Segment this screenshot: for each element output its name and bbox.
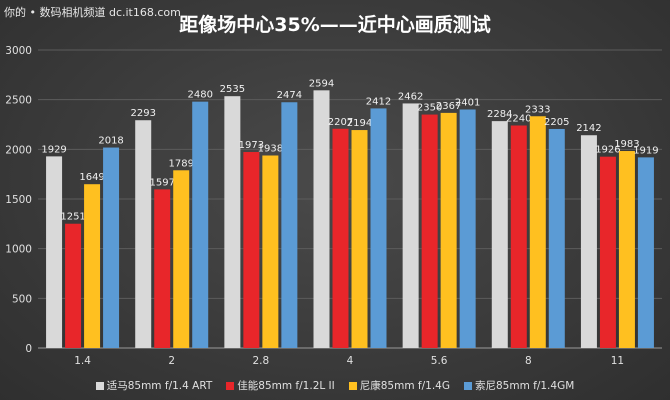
legend: 适马85mm f/1.4 ART 佳能85mm f/1.2L II 尼康85mm f… <box>0 378 670 393</box>
data-label: 1789 <box>168 158 193 169</box>
bar <box>370 108 387 349</box>
data-label: 2474 <box>277 90 302 101</box>
data-label: 2350 <box>417 103 442 114</box>
data-label: 2480 <box>187 90 212 101</box>
data-label: 2194 <box>347 118 372 129</box>
legend-item: 索尼85mm f/1.4GM <box>463 378 575 393</box>
bar <box>618 151 635 348</box>
bar <box>548 128 565 348</box>
data-label: 2142 <box>576 123 601 134</box>
legend-swatch <box>463 381 472 390</box>
data-label: 2401 <box>455 98 480 109</box>
data-label: 2293 <box>130 108 155 119</box>
y-tick-label: 1000 <box>5 244 32 256</box>
data-label: 2594 <box>309 78 334 89</box>
x-tick-label: 8 <box>525 355 532 367</box>
x-tick-label: 2.8 <box>253 355 270 367</box>
data-label: 1919 <box>633 145 658 156</box>
data-label: 2207 <box>328 117 353 128</box>
x-tick-label: 1.4 <box>74 355 91 367</box>
y-tick-label: 2000 <box>5 144 32 156</box>
y-tick-label: 2500 <box>5 95 32 107</box>
data-label: 2412 <box>366 96 391 107</box>
bar <box>510 125 527 348</box>
bar <box>459 109 476 348</box>
data-label: 1649 <box>79 172 104 183</box>
bar <box>65 223 82 348</box>
legend-label: 索尼85mm f/1.4GM <box>474 380 575 392</box>
legend-swatch <box>226 381 235 390</box>
bar <box>84 184 101 348</box>
x-tick-label: 2 <box>168 355 175 367</box>
bar <box>262 155 279 348</box>
data-label: 1983 <box>614 139 639 150</box>
data-label: 2018 <box>98 136 123 147</box>
y-tick-label: 1500 <box>5 194 32 206</box>
bar <box>243 152 260 348</box>
bar <box>332 128 349 348</box>
bar <box>402 103 419 348</box>
bar <box>421 114 438 348</box>
chart-title: 距像场中心35%——近中心画质测试 <box>179 14 491 36</box>
bar <box>103 147 120 348</box>
bar <box>173 170 190 348</box>
bar <box>637 157 654 348</box>
bar <box>491 121 508 348</box>
bar <box>46 156 63 348</box>
bar <box>580 135 597 348</box>
bar <box>599 156 616 348</box>
legend-item: 佳能85mm f/1.2L II <box>226 378 335 393</box>
data-label: 2284 <box>487 109 512 120</box>
x-tick-label: 11 <box>611 355 624 367</box>
bar <box>224 96 241 348</box>
data-label: 1973 <box>239 140 264 151</box>
x-tick-label: 4 <box>347 355 354 367</box>
y-tick-label: 0 <box>25 343 32 355</box>
legend-item: 适马85mm f/1.4 ART <box>95 378 213 393</box>
data-label: 1926 <box>595 145 620 156</box>
watermark: 你的 • 数码相机频道 dc.it168.com <box>4 6 181 19</box>
bar <box>351 130 368 348</box>
data-label: 2462 <box>398 91 423 102</box>
data-label: 1929 <box>41 144 66 155</box>
bar <box>154 189 171 348</box>
bar <box>192 101 209 348</box>
data-label: 2333 <box>525 104 550 115</box>
data-label: 2240 <box>506 113 531 124</box>
legend-label: 尼康85mm f/1.4G <box>359 380 450 392</box>
bar <box>313 90 330 348</box>
data-label: 1938 <box>258 143 283 154</box>
data-label: 1251 <box>60 212 85 223</box>
legend-swatch <box>348 381 357 390</box>
data-label: 2535 <box>220 84 245 95</box>
y-tick-label: 3000 <box>5 45 32 57</box>
data-label: 2367 <box>436 101 461 112</box>
legend-swatch <box>95 381 104 390</box>
bar <box>440 112 457 349</box>
y-tick-label: 500 <box>12 293 32 305</box>
legend-label: 佳能85mm f/1.2L II <box>237 380 335 392</box>
data-label: 2205 <box>544 117 569 128</box>
bar <box>281 102 298 349</box>
x-tick-label: 5.6 <box>431 355 448 367</box>
legend-item: 尼康85mm f/1.4G <box>348 378 450 393</box>
bar <box>135 120 152 348</box>
legend-label: 适马85mm f/1.4 ART <box>106 380 213 392</box>
data-label: 1597 <box>149 177 174 188</box>
bar <box>529 116 546 348</box>
